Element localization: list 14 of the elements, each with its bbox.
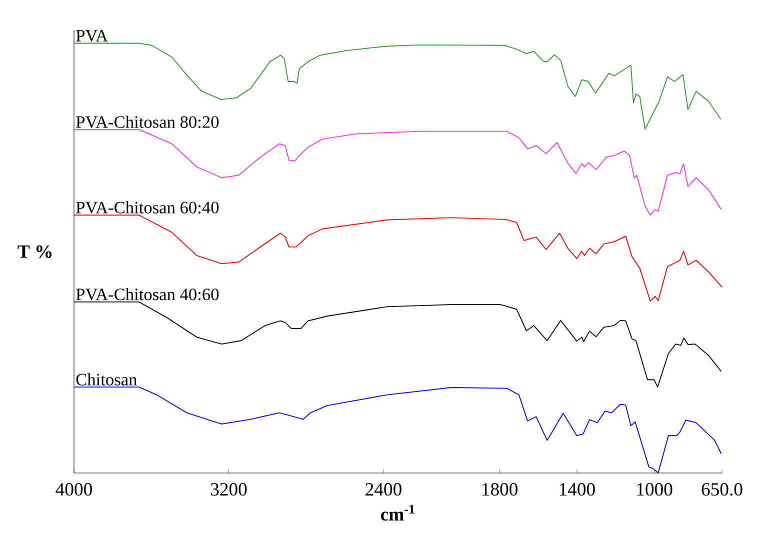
x-tick-label: 2400 — [366, 483, 402, 496]
series-label: Chitosan — [76, 373, 137, 386]
x-tick-label: 1400 — [560, 483, 595, 496]
x-tick-label: 1000 — [637, 483, 672, 496]
series-label: PVA-Chitosan 80:20 — [76, 116, 219, 128]
x-tick-label: 3200 — [210, 483, 247, 496]
y-axis-title: T % — [18, 245, 52, 258]
x-tick-label: 1800 — [482, 483, 518, 496]
x-tick-label: 4000 — [56, 483, 92, 496]
series-label: PVA-Chitosan 60:40 — [76, 201, 219, 214]
x-axis-title: cm$^{-1}$ — [380, 504, 414, 521]
x-tick-label: 650.0 — [702, 483, 742, 496]
series-label: PVA-Chitosan 40:60 — [76, 288, 219, 300]
series-label: PVA — [76, 30, 108, 42]
